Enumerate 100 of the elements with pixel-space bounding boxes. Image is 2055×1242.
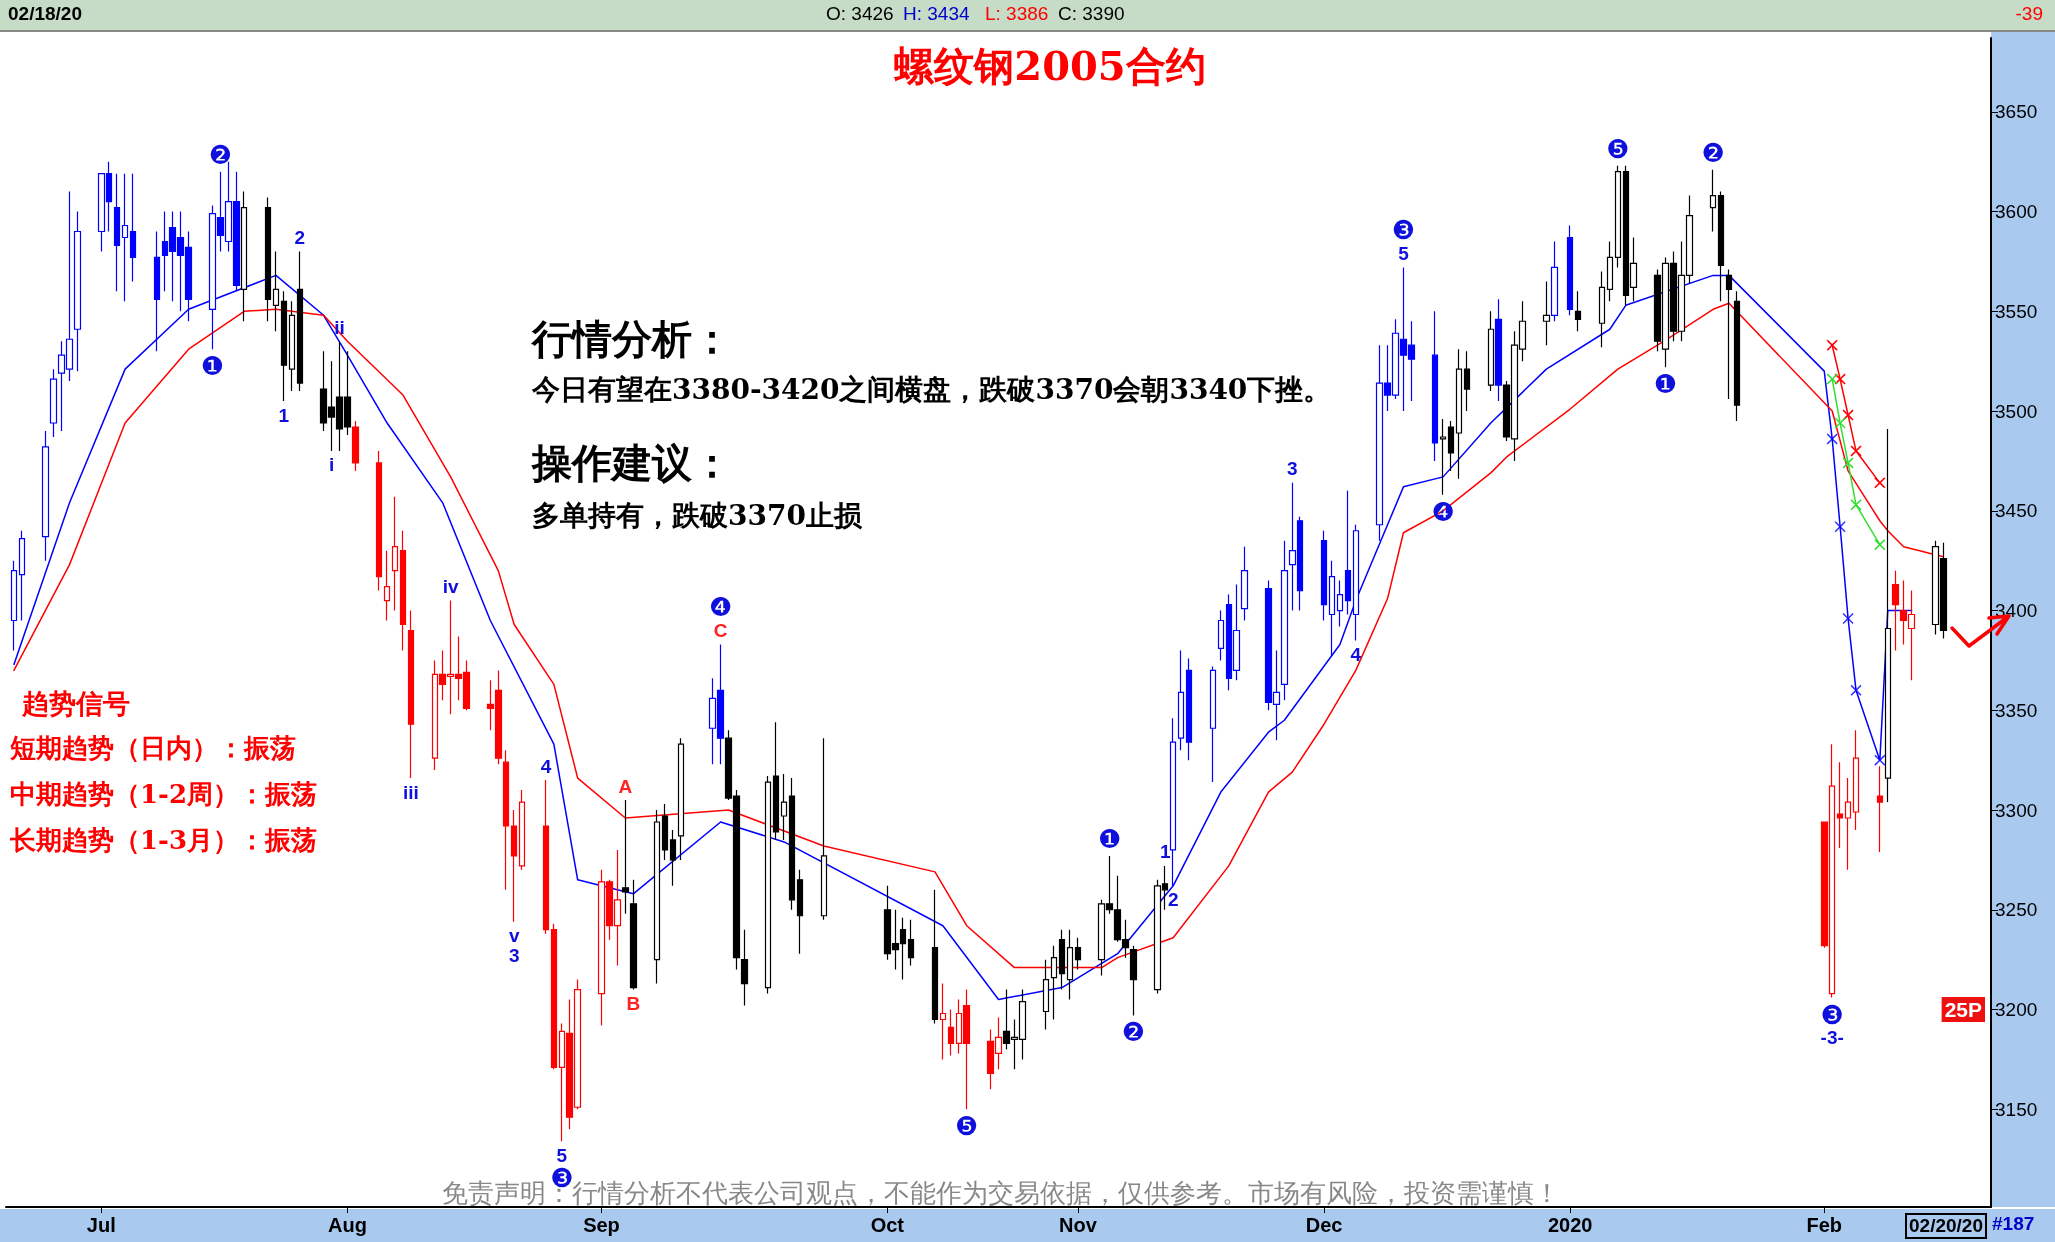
annotation: 5 [556,1144,568,1166]
candlestick [788,777,796,911]
annotation: ❷ [208,139,233,170]
candlestick [1217,609,1225,661]
candlestick [550,923,558,1070]
candlestick [1280,540,1289,701]
candlestick [1439,418,1447,496]
candlestick [1058,929,1066,991]
annotation: 2 [294,226,306,248]
candlestick [1566,224,1574,316]
candlestick [772,721,780,841]
x-tick-label: Feb [1806,1214,1843,1236]
annotation: 中期趋势（1-2周）：振荡 [10,779,317,810]
candlestick [1455,348,1463,480]
annotation: ❸ [1820,999,1844,1030]
candlestick [939,982,947,1060]
candlestick [288,300,296,392]
annotation: 25P [1944,998,1982,1022]
candlestick [1050,945,1058,1021]
candlestick [621,799,630,915]
candlestick [1717,191,1725,302]
annotation: ❺ [1606,133,1630,164]
candlestick [240,191,248,322]
candlestick [272,250,280,332]
annotation: 4 [540,755,552,777]
y-tick-label: 3200 [1995,999,2038,1021]
annotation: ii [334,316,345,338]
candlestick [1574,290,1582,332]
annotation: 2 [1167,889,1179,911]
candlestick [1129,945,1138,1017]
candlestick [18,530,26,622]
candlestick [264,196,272,322]
x-tick-label: Nov [1059,1214,1098,1236]
y-tick-label: 3550 [1995,300,2038,322]
y-tick-label: 3450 [1995,500,2038,522]
y-tick-label: 3650 [1995,101,2038,123]
candlestick [1169,717,1177,887]
annotation: 1 [278,404,290,426]
text: H: 3434 [903,3,970,25]
candlestick [1320,530,1328,622]
candlestick [907,919,915,967]
candlestick [375,450,383,592]
candlestick [1598,270,1606,348]
candlestick [740,929,749,1007]
candlestick [677,737,685,861]
candlestick [49,368,58,438]
candlestick [796,869,804,955]
y-tick-label: 3600 [1995,201,2038,223]
annotation: i [328,454,335,476]
x-tick-label: Sep [583,1214,620,1236]
candlestick [1463,350,1471,412]
annotation: v [508,925,520,947]
x-tick-label: Dec [1305,1214,1343,1236]
candlestick [1177,649,1185,751]
candlestick [1487,310,1495,392]
candlestick [391,496,399,612]
text: -39 [2015,3,2043,25]
text: C: 3390 [1058,3,1125,25]
candlestick [1074,937,1082,971]
annotation: 短期趋势（日内）：振荡 [10,733,296,764]
annotation: 3 [508,945,520,967]
candlestick [1844,777,1852,871]
candlestick [41,430,50,562]
annotation: 今日有望在3380-3420之间横盘，跌破3370会朝3340下挫。 [532,373,1332,407]
y-tick-label: 3300 [1995,799,2038,821]
annotation: 长期趋势（1-3月）：振荡 [10,825,317,856]
annotation: 多单持有，跌破3370止损 [532,499,862,533]
candlestick [1344,490,1352,616]
candlestick [1725,268,1733,400]
candlestick [1876,765,1884,853]
annotation: ❶ [200,351,225,382]
candlestick [1852,729,1860,831]
candlestick [1240,546,1249,622]
annotation: ❷ [1701,137,1725,168]
candlestick [931,889,939,1025]
candlestick [542,779,550,935]
candlestick [820,737,828,921]
annotation: ❶ [1098,823,1122,854]
candlestick [1185,657,1193,761]
candlestick [10,560,18,652]
candlestick [1836,761,1844,849]
candlestick [510,809,518,923]
x-tick-label: Aug [327,1214,367,1236]
y-tick-label: 3350 [1995,699,2038,721]
annotation: 4 [1350,643,1362,665]
text: 02/20/20 [1905,1213,1987,1239]
candlestick [73,210,82,372]
annotation: 趋势信号 [22,688,130,720]
candlestick [296,250,304,392]
y-tick-label: 3150 [1995,1098,2038,1120]
annotation: B [626,993,641,1015]
candlestick [351,420,360,472]
annotation: A [618,775,633,797]
candlestick [399,530,407,652]
candlestick [1891,570,1900,652]
candlestick [121,173,129,302]
candlestick [1042,959,1050,1031]
candlestick [280,290,288,402]
annotation: 1 [1159,841,1171,863]
candlestick [113,173,121,292]
